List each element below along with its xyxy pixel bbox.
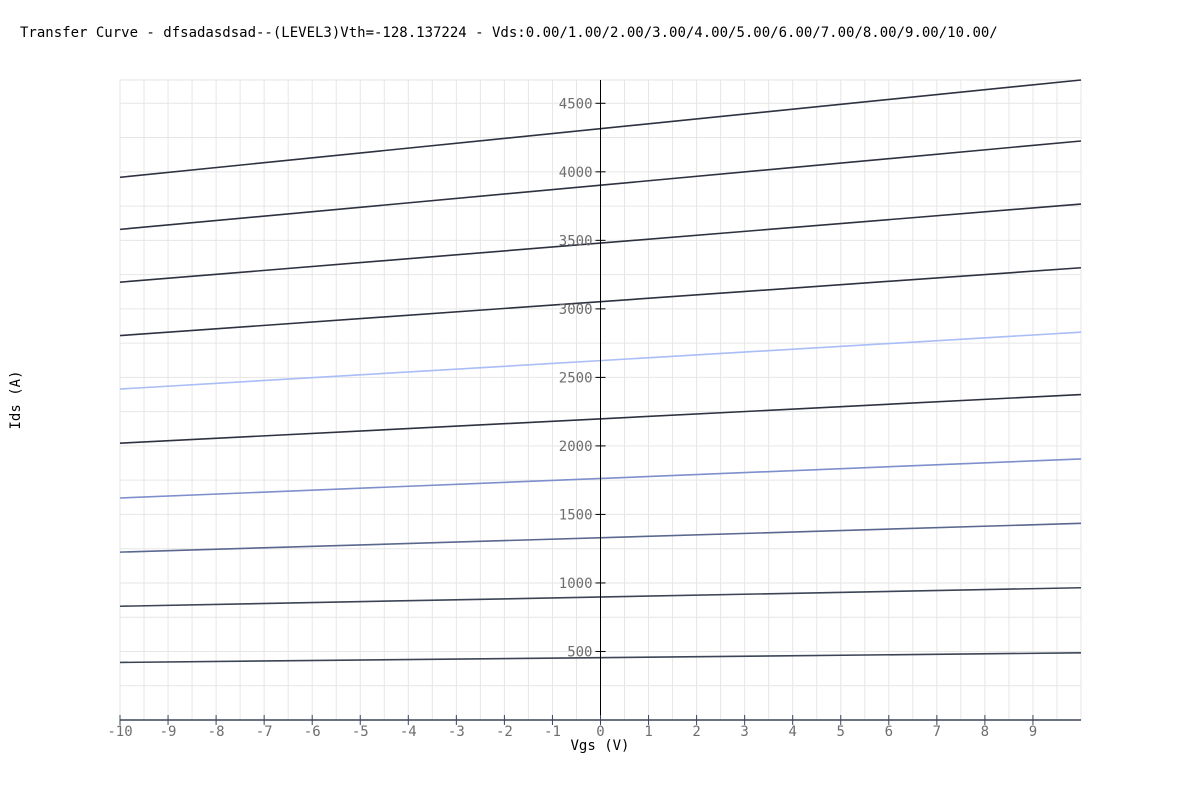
- x-tick-label: -8: [208, 724, 225, 740]
- x-tick-label: -4: [400, 724, 417, 740]
- x-tick-label: -10: [107, 724, 132, 740]
- x-tick-label: -7: [256, 724, 273, 740]
- x-tick-label: -3: [448, 724, 465, 740]
- x-tick-label: -1: [544, 724, 561, 740]
- x-tick-label: 7: [933, 724, 941, 740]
- y-tick-label: 3500: [559, 233, 593, 249]
- y-tick-label: 4000: [559, 165, 593, 181]
- x-tick-label: 2: [692, 724, 700, 740]
- x-tick-label: -2: [496, 724, 513, 740]
- chart-title: Transfer Curve - dfsadasdsad--(LEVEL3)Vt…: [20, 25, 998, 41]
- x-tick-label: 8: [981, 724, 989, 740]
- y-tick-label: 1000: [559, 576, 593, 592]
- y-tick-label: 500: [567, 644, 592, 660]
- y-tick-label: 3000: [559, 302, 593, 318]
- y-tick-label: 1500: [559, 507, 593, 523]
- x-ticks: -10 -9 -8 -7 -6 -5 -4 -3 -2 -1 0 1 2 3 4 5 6 7 8 9: [107, 715, 1037, 740]
- x-tick-label: 6: [885, 724, 893, 740]
- x-tick-label: -9: [160, 724, 177, 740]
- x-tick-label: -6: [304, 724, 321, 740]
- x-tick-label: 4: [788, 724, 796, 740]
- y-tick-label: 2000: [559, 439, 593, 455]
- x-tick-label: 3: [740, 724, 748, 740]
- y-axis-label: Ids (A): [8, 370, 24, 429]
- y-tick-label: 4500: [559, 96, 593, 112]
- y-ticks: 500 1000 1500 2000 2500 3000 3500 4000 4500: [559, 96, 606, 660]
- x-tick-label: 0: [596, 724, 604, 740]
- x-tick-label: -5: [352, 724, 369, 740]
- y-tick-label: 2500: [559, 370, 593, 386]
- x-tick-label: 1: [644, 724, 652, 740]
- x-tick-label: 5: [837, 724, 845, 740]
- x-axis-label: Vgs (V): [570, 738, 629, 754]
- x-tick-label: 9: [1029, 724, 1037, 740]
